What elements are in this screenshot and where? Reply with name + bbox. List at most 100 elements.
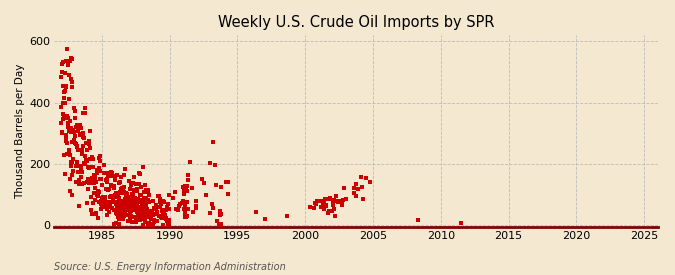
Point [76, 175, 86, 179]
Point [318, 201, 329, 205]
Point [124, 211, 135, 216]
Point [122, 200, 132, 205]
Point [75, 133, 86, 138]
Point [128, 215, 139, 219]
Point [100, 195, 111, 199]
Point [182, 178, 193, 182]
Point [90, 198, 101, 202]
Point [127, 203, 138, 208]
Point [142, 213, 153, 218]
Point [109, 178, 120, 183]
Point [92, 194, 103, 198]
Point [80, 141, 91, 145]
Point [72, 125, 83, 130]
Point [356, 185, 367, 189]
Point [181, 189, 192, 193]
Point [119, 196, 130, 201]
Point [99, 171, 109, 175]
Point [123, 199, 134, 204]
Point [132, 197, 143, 201]
Point [134, 182, 144, 186]
Point [120, 204, 131, 209]
Point [57, 112, 68, 117]
Point [66, 192, 77, 197]
Point [133, 209, 144, 214]
Point [105, 183, 116, 188]
Point [119, 205, 130, 209]
Point [125, 218, 136, 222]
Point [148, 223, 159, 227]
Point [115, 213, 126, 217]
Point [140, 203, 151, 207]
Point [119, 185, 130, 190]
Point [178, 192, 189, 196]
Point [117, 210, 128, 214]
Point [140, 220, 151, 224]
Point [93, 156, 104, 160]
Point [56, 121, 67, 125]
Point [124, 207, 134, 211]
Point [103, 200, 114, 205]
Point [98, 204, 109, 208]
Point [141, 215, 152, 219]
Point [68, 130, 79, 135]
Point [114, 180, 125, 184]
Point [126, 208, 137, 212]
Point [116, 175, 127, 180]
Point [310, 202, 321, 207]
Point [65, 56, 76, 60]
Point [86, 194, 97, 199]
Point [136, 199, 146, 204]
Point [76, 163, 86, 168]
Point [84, 142, 95, 147]
Point [128, 193, 138, 197]
Point [122, 201, 132, 205]
Point [187, 186, 198, 190]
Point [105, 204, 115, 208]
Point [205, 160, 215, 165]
Point [130, 200, 140, 204]
Point [122, 196, 132, 201]
Point [120, 191, 131, 195]
Point [70, 109, 81, 113]
Point [136, 199, 146, 203]
Point [110, 193, 121, 197]
Point [147, 223, 158, 227]
Point [178, 198, 189, 203]
Point [157, 215, 168, 220]
Point [72, 123, 82, 127]
Point [117, 189, 128, 193]
Point [176, 201, 187, 206]
Point [138, 210, 148, 214]
Point [118, 202, 129, 207]
Point [86, 180, 97, 184]
Point [118, 190, 129, 195]
Point [64, 189, 75, 193]
Point [76, 170, 87, 175]
Point [64, 58, 75, 63]
Point [108, 186, 119, 191]
Point [111, 195, 122, 200]
Point [129, 175, 140, 179]
Point [162, 202, 173, 206]
Point [95, 199, 106, 203]
Point [119, 206, 130, 210]
Point [144, 210, 155, 214]
Point [78, 144, 88, 148]
Point [144, 215, 155, 220]
Point [324, 209, 335, 214]
Point [142, 223, 153, 227]
Point [82, 148, 92, 152]
Point [113, 204, 124, 208]
Point [82, 201, 92, 205]
Point [118, 199, 129, 203]
Point [134, 172, 145, 176]
Point [134, 218, 144, 222]
Point [212, 219, 223, 223]
Point [120, 202, 131, 207]
Point [318, 204, 329, 208]
Point [103, 187, 114, 191]
Point [57, 70, 68, 74]
Point [84, 180, 95, 185]
Point [67, 56, 78, 61]
